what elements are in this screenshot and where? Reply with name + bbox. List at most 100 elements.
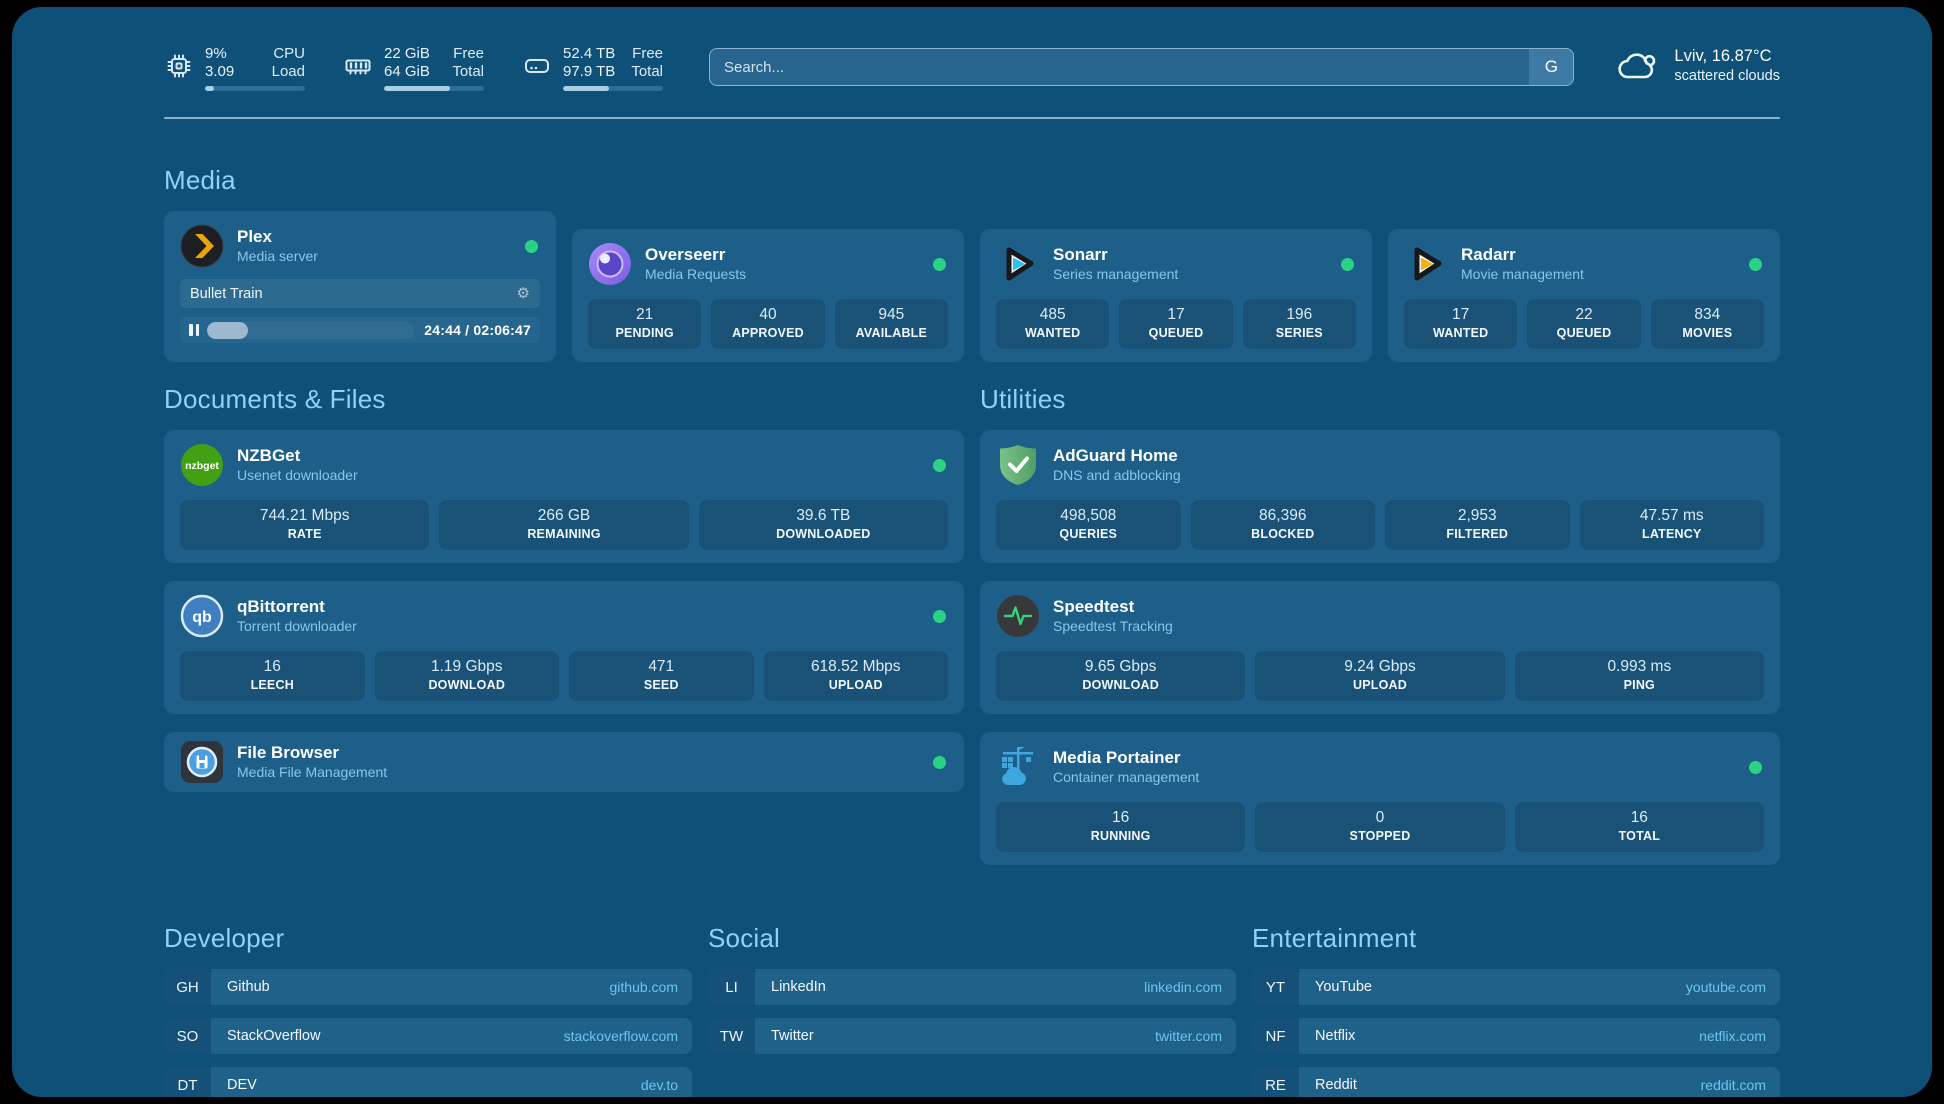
plex-icon	[180, 224, 224, 268]
link-url: dev.to	[640, 1077, 678, 1093]
stat-label: QUERIES	[1059, 527, 1118, 541]
service-subtitle: Speedtest Tracking	[1053, 618, 1173, 634]
stat-value: 9.24 Gbps	[1344, 658, 1416, 675]
service-subtitle: Media server	[237, 248, 318, 264]
status-dot	[1749, 257, 1762, 271]
link-url: github.com	[609, 979, 678, 995]
service-card-sonarr[interactable]: Sonarr Series management 485 WANTED 17 Q…	[980, 229, 1372, 362]
stat-box: 0.993 ms PING	[1514, 651, 1764, 701]
service-title: qBittorrent	[237, 597, 325, 616]
stat-box: 618.52 Mbps UPLOAD	[763, 651, 948, 701]
links-column-entertainment: Entertainment YT YouTube youtube.com NF …	[1252, 923, 1780, 1097]
stat-value: 1.19 Gbps	[430, 658, 503, 675]
stat-value: 86,396	[1259, 507, 1307, 524]
stat-box: 471 SEED	[569, 651, 754, 701]
stat-box: 744.21 Mbps RATE	[180, 500, 430, 550]
stat-label: WANTED	[1024, 326, 1081, 340]
cpu-usage-value: 9%	[205, 45, 227, 62]
stat-label: SEED	[643, 678, 679, 692]
memory-total-label: Total	[452, 63, 484, 80]
link-url: reddit.com	[1700, 1077, 1766, 1093]
stat-box: 86,396 BLOCKED	[1190, 500, 1375, 550]
service-title: NZBGet	[237, 446, 301, 465]
service-card-qbittorrent[interactable]: qb qBittorrent Torrent downloader 16 LEE…	[164, 581, 964, 714]
service-card-portainer[interactable]: Media Portainer Container management 16 …	[980, 732, 1780, 865]
service-card-overseerr[interactable]: Overseerr Media Requests 21 PENDING 40 A…	[572, 229, 964, 362]
stat-value: 485	[1039, 306, 1066, 323]
disk-free-label: Free	[632, 45, 663, 62]
stat-value: 17	[1452, 306, 1470, 323]
now-playing-row: Bullet Train ⚙	[180, 279, 540, 308]
stat-label: REMAINING	[527, 527, 601, 541]
stat-value: 21	[636, 306, 654, 323]
service-subtitle: Usenet downloader	[237, 467, 358, 483]
cloud-icon	[1616, 49, 1660, 83]
service-card-speedtest[interactable]: Speedtest Speedtest Tracking 9.65 Gbps D…	[980, 581, 1780, 714]
link-label: YouTube	[1315, 979, 1372, 995]
link-dev[interactable]: DT DEV dev.to	[164, 1067, 692, 1097]
stat-value: 40	[759, 306, 777, 323]
service-card-adguard[interactable]: AdGuard Home DNS and adblocking 498,508 …	[980, 430, 1780, 563]
cpu-stat: 9% CPU 3.09 Load	[164, 45, 305, 91]
stat-value: 266 GB	[537, 507, 591, 524]
service-subtitle: Torrent downloader	[237, 618, 357, 634]
stat-value: 16	[1112, 809, 1130, 826]
service-card-radarr[interactable]: Radarr Movie management 17 WANTED 22 QUE…	[1388, 229, 1780, 362]
stat-label: RATE	[287, 527, 322, 541]
stat-value: 945	[878, 306, 905, 323]
stat-box: 266 GB REMAINING	[439, 500, 689, 550]
link-stackoverflow[interactable]: SO StackOverflow stackoverflow.com	[164, 1018, 692, 1054]
service-card-plex[interactable]: Plex Media server Bullet Train ⚙ 24:44 /…	[164, 211, 556, 362]
service-card-filebrowser[interactable]: File Browser Media File Management	[164, 732, 964, 792]
stat-value: 17	[1167, 306, 1185, 323]
cpu-load-value: 3.09	[205, 63, 235, 80]
link-linkedin[interactable]: LI LinkedIn linkedin.com	[708, 969, 1236, 1005]
stat-value: 196	[1286, 306, 1313, 323]
stat-label: DOWNLOAD	[428, 678, 506, 692]
memory-progress-track	[384, 86, 484, 91]
memory-icon	[343, 51, 373, 81]
service-title: Sonarr	[1053, 245, 1108, 264]
link-label: DEV	[227, 1077, 257, 1093]
disk-stat: 52.4 TB Free 97.9 TB Total	[522, 45, 663, 91]
service-subtitle: Container management	[1053, 769, 1200, 785]
stat-value: 834	[1694, 306, 1721, 323]
section-title-documents: Documents & Files	[164, 384, 386, 414]
link-label: StackOverflow	[227, 1028, 321, 1044]
stat-label: WANTED	[1432, 326, 1489, 340]
service-title: Radarr	[1461, 245, 1516, 264]
service-card-nzbget[interactable]: nzbget NZBGet Usenet downloader 744.21 M…	[164, 430, 964, 563]
link-label: Github	[227, 979, 270, 995]
stat-label: PENDING	[615, 326, 674, 340]
service-title: Media Portainer	[1053, 748, 1181, 767]
service-title: File Browser	[237, 743, 340, 762]
search-input[interactable]	[710, 49, 1530, 85]
service-title: AdGuard Home	[1053, 446, 1178, 465]
stat-label: DOWNLOADED	[776, 527, 871, 541]
link-twitter[interactable]: TW Twitter twitter.com	[708, 1018, 1236, 1054]
speedtest-icon	[996, 594, 1040, 638]
stat-label: UPLOAD	[1353, 678, 1407, 692]
link-github[interactable]: GH Github github.com	[164, 969, 692, 1005]
stat-box: 0 STOPPED	[1255, 802, 1505, 852]
svg-text:nzbget: nzbget	[185, 460, 219, 472]
link-reddit[interactable]: RE Reddit reddit.com	[1252, 1067, 1780, 1097]
search-provider-button[interactable]: G	[1529, 49, 1574, 85]
service-subtitle: Series management	[1053, 266, 1179, 282]
pause-button[interactable]	[189, 324, 199, 336]
link-youtube[interactable]: YT YouTube youtube.com	[1252, 969, 1780, 1005]
radarr-icon	[1404, 242, 1448, 286]
portainer-icon	[996, 745, 1040, 789]
overseerr-icon	[588, 242, 632, 286]
stat-value: 498,508	[1060, 507, 1117, 524]
gear-icon[interactable]: ⚙	[516, 285, 530, 302]
stat-box: 9.65 Gbps DOWNLOAD	[996, 651, 1246, 701]
link-netflix[interactable]: NF Netflix netflix.com	[1252, 1018, 1780, 1054]
cpu-progress-fill	[205, 86, 214, 91]
status-dot	[933, 609, 946, 623]
status-dot	[933, 257, 946, 271]
link-tag: GH	[164, 969, 211, 1005]
link-tag: YT	[1252, 969, 1299, 1005]
media-grid: Plex Media server Bullet Train ⚙ 24:44 /…	[164, 211, 1780, 362]
stat-value: 744.21 Mbps	[259, 507, 350, 524]
